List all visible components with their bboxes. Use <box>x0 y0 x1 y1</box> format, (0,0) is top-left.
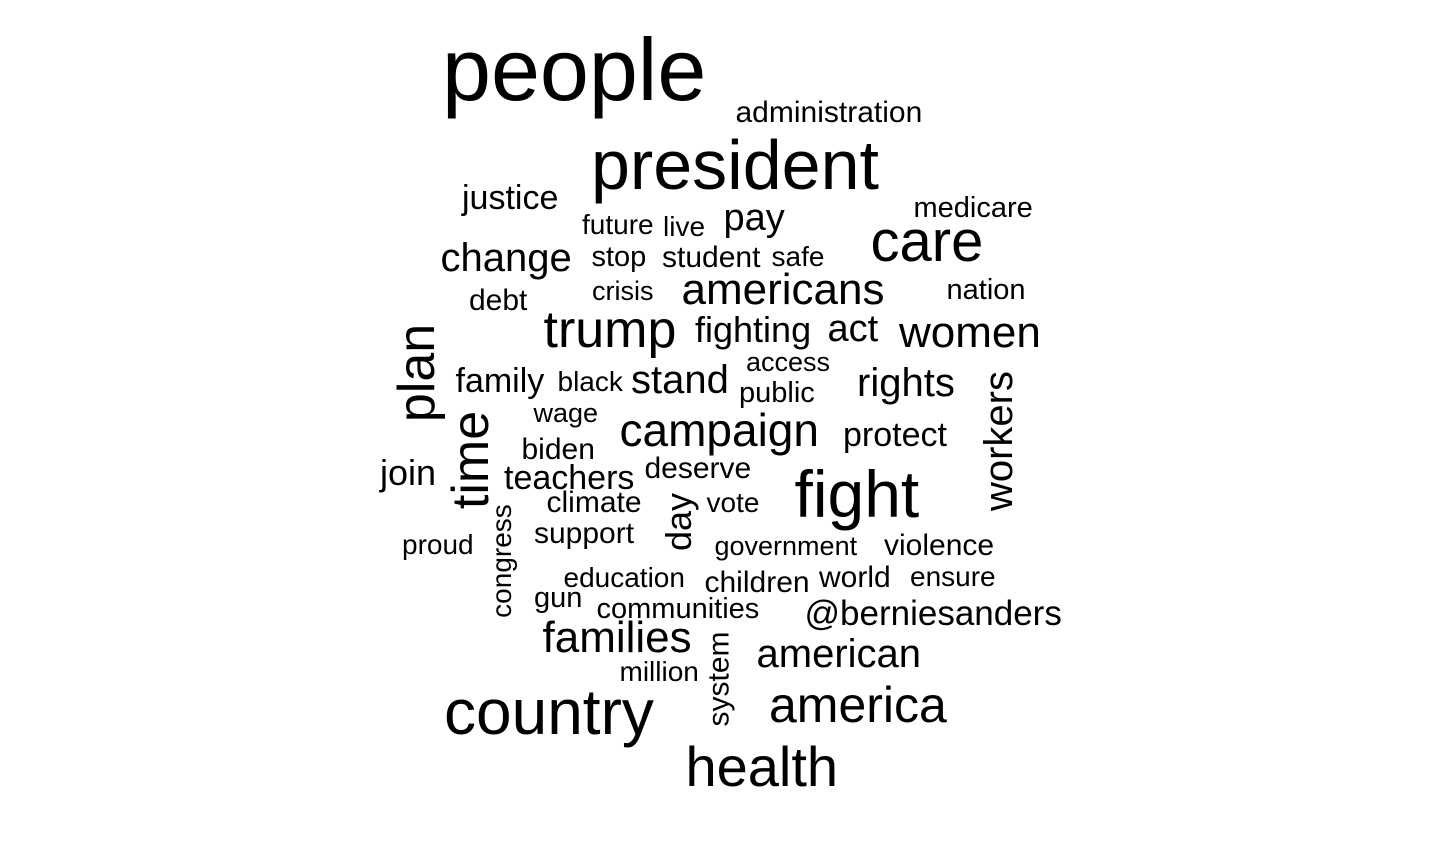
word-family: family <box>455 362 545 400</box>
word-government: government <box>714 530 858 561</box>
word-justice: justice <box>462 179 559 217</box>
word-country: country <box>444 676 654 748</box>
word-black: black <box>557 366 623 397</box>
word-biden: biden <box>521 433 595 466</box>
word-congress: congress <box>485 504 517 618</box>
word-proud: proud <box>402 529 474 560</box>
word-people: people <box>442 20 707 119</box>
word-women: women <box>899 308 1041 357</box>
word-day: day <box>658 492 700 552</box>
word-time: time <box>442 410 501 510</box>
word-act: act <box>827 308 879 350</box>
word-families: families <box>542 613 692 662</box>
word-fight: fight <box>794 457 920 531</box>
word-support: support <box>534 517 635 550</box>
word-trump: trump <box>543 301 677 359</box>
word-gun: gun <box>534 581 583 614</box>
word-world: world <box>819 561 891 594</box>
word-wage: wage <box>533 397 599 428</box>
word-deserve: deserve <box>644 452 752 485</box>
word-communities: communities <box>596 592 760 625</box>
word-stand: stand <box>631 358 729 402</box>
word-public: public <box>739 376 815 409</box>
word-system: system <box>702 631 736 727</box>
word-health: health <box>685 735 839 798</box>
word-ensure: ensure <box>910 561 996 592</box>
word-children: children <box>704 566 810 599</box>
word-education: education <box>563 562 685 593</box>
word-climate: climate <box>546 486 642 519</box>
word-vote: vote <box>706 487 760 518</box>
word-safe: safe <box>771 241 825 272</box>
word-administration: administration <box>735 96 923 129</box>
word-rights: rights <box>857 361 955 405</box>
word-future: future <box>582 209 654 240</box>
word-access: access <box>746 346 831 377</box>
word-america: america <box>769 677 947 733</box>
word-violence: violence <box>884 529 995 562</box>
word-student: student <box>662 241 761 274</box>
word-president: president <box>591 126 879 204</box>
word-american: american <box>756 632 922 676</box>
word-stop: stop <box>591 240 647 273</box>
word-campaign: campaign <box>619 404 819 456</box>
word-workers: workers <box>977 370 1022 512</box>
word-fighting: fighting <box>695 309 812 350</box>
word-medicare: medicare <box>913 191 1033 224</box>
word-debt: debt <box>469 284 528 317</box>
word-americans: americans <box>681 265 885 314</box>
word-crisis: crisis <box>592 275 654 306</box>
word-million: million <box>619 656 699 687</box>
word-nation: nation <box>946 273 1026 306</box>
word-berniesanders: @berniesanders <box>804 593 1062 633</box>
word-care: care <box>870 209 984 274</box>
word-pay: pay <box>723 197 785 239</box>
word-join: join <box>380 452 437 493</box>
word-teachers: teachers <box>504 459 635 497</box>
word-live: live <box>663 211 706 242</box>
word-change: change <box>440 236 572 280</box>
word-protect: protect <box>843 416 947 454</box>
word-plan: plan <box>388 323 447 423</box>
